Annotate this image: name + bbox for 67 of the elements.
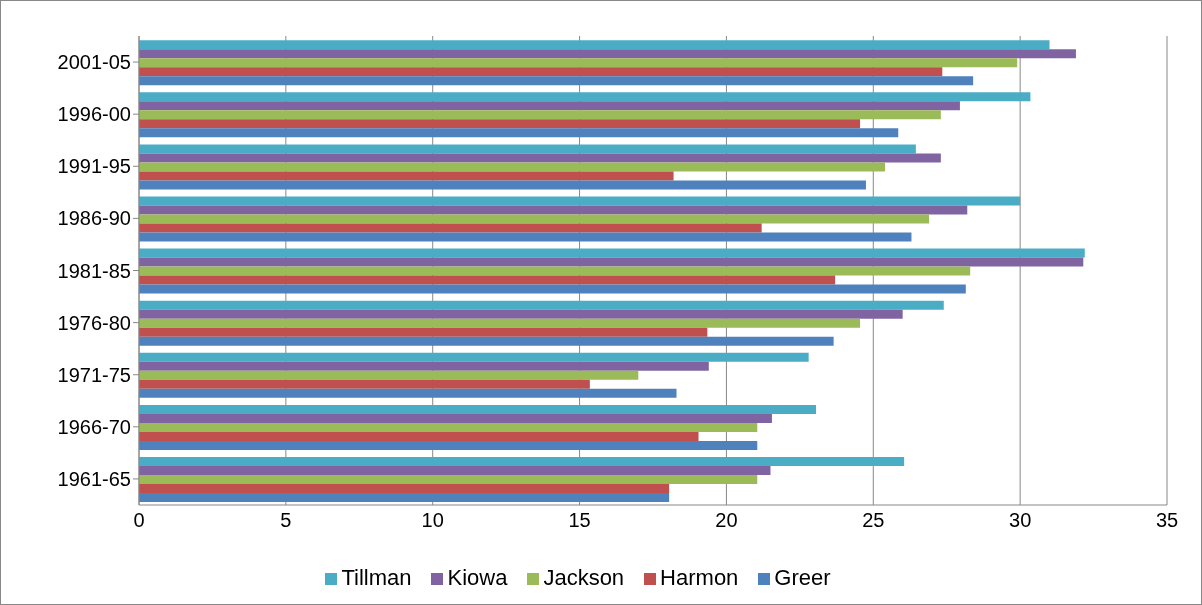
bar bbox=[139, 58, 1018, 68]
y-tick-label: 1986-90 bbox=[57, 207, 131, 230]
x-tick-label: 15 bbox=[568, 509, 591, 532]
bar bbox=[139, 413, 772, 423]
legend-label: Jackson bbox=[543, 565, 625, 590]
bar bbox=[139, 379, 590, 389]
bar bbox=[139, 232, 912, 242]
bar bbox=[139, 92, 1031, 102]
bar bbox=[139, 466, 771, 476]
bar bbox=[139, 284, 966, 294]
bar bbox=[139, 162, 886, 172]
bar bbox=[139, 128, 899, 138]
bar bbox=[139, 457, 905, 467]
bar bbox=[139, 361, 709, 371]
x-tick-label: 5 bbox=[280, 509, 292, 532]
bar bbox=[139, 205, 968, 215]
x-tick-label: 20 bbox=[715, 509, 738, 532]
bar bbox=[139, 309, 903, 319]
y-tick-label: 1961-65 bbox=[57, 468, 131, 491]
bar bbox=[139, 153, 941, 163]
bar bbox=[139, 422, 758, 432]
bar bbox=[139, 110, 941, 120]
bar bbox=[139, 493, 670, 503]
x-tick-label: 35 bbox=[1155, 509, 1179, 532]
bar bbox=[139, 440, 758, 450]
bar bbox=[139, 318, 861, 328]
bar bbox=[139, 223, 762, 233]
x-tick-label: 10 bbox=[421, 509, 444, 532]
y-tick-label: 1996-00 bbox=[57, 103, 131, 126]
bar bbox=[139, 196, 1021, 206]
bar bbox=[139, 214, 930, 224]
y-tick-label: 2001-05 bbox=[57, 51, 131, 74]
bar bbox=[139, 257, 1084, 267]
x-tick-label: 30 bbox=[1009, 509, 1032, 532]
bar bbox=[139, 40, 1050, 50]
y-tick-label: 1971-75 bbox=[57, 363, 131, 386]
bar bbox=[139, 300, 944, 310]
bar bbox=[139, 327, 708, 337]
bar bbox=[139, 352, 809, 362]
bar bbox=[139, 119, 861, 129]
bar bbox=[139, 404, 817, 414]
bar bbox=[139, 370, 639, 380]
bar bbox=[139, 180, 866, 190]
bar bbox=[139, 101, 960, 111]
bar bbox=[139, 49, 1076, 59]
bar bbox=[139, 484, 670, 494]
x-tick-label: 25 bbox=[862, 509, 885, 532]
bar bbox=[139, 144, 916, 154]
legend-label: Kiowa bbox=[447, 565, 508, 590]
bar bbox=[139, 266, 971, 276]
bar bbox=[139, 67, 943, 77]
legend-label: Harmon bbox=[660, 565, 739, 590]
legend-label: Greer bbox=[774, 565, 831, 590]
bar bbox=[139, 475, 758, 485]
bar bbox=[139, 248, 1085, 258]
x-tick-label: 0 bbox=[133, 509, 145, 532]
bar bbox=[139, 275, 836, 285]
bar bbox=[139, 171, 674, 181]
y-tick-label: 1976-80 bbox=[57, 311, 131, 334]
bar bbox=[139, 431, 699, 441]
y-tick-label: 1991-95 bbox=[57, 155, 131, 178]
legend-label: Tillman bbox=[341, 565, 412, 590]
bar bbox=[139, 336, 834, 346]
y-tick-label: 1966-70 bbox=[57, 415, 131, 438]
bar bbox=[139, 388, 677, 398]
bar bbox=[139, 76, 974, 86]
y-tick-label: 1981-85 bbox=[57, 259, 131, 282]
